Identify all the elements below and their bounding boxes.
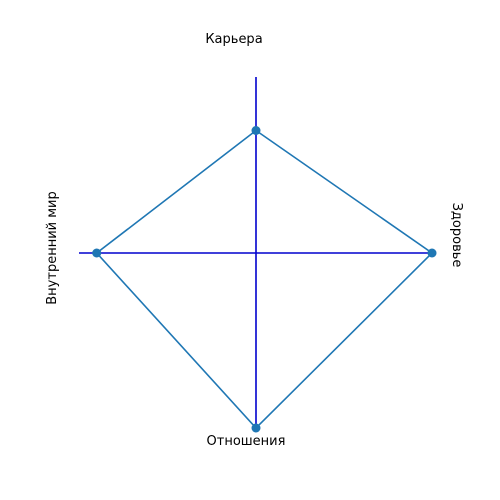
series-polygon [95,129,434,430]
axis-label-relations: Отношения [207,434,286,449]
axis-label-inner-world: Внутренний мир [45,191,60,304]
data-point-2 [251,423,261,433]
data-points [92,126,437,433]
data-point-3 [92,248,102,258]
data-point-0 [251,126,261,135]
axis-label-health: Здоровье [449,203,464,268]
data-point-1 [427,248,437,258]
axes [79,77,432,428]
axis-label-career: Карьера [205,32,262,47]
